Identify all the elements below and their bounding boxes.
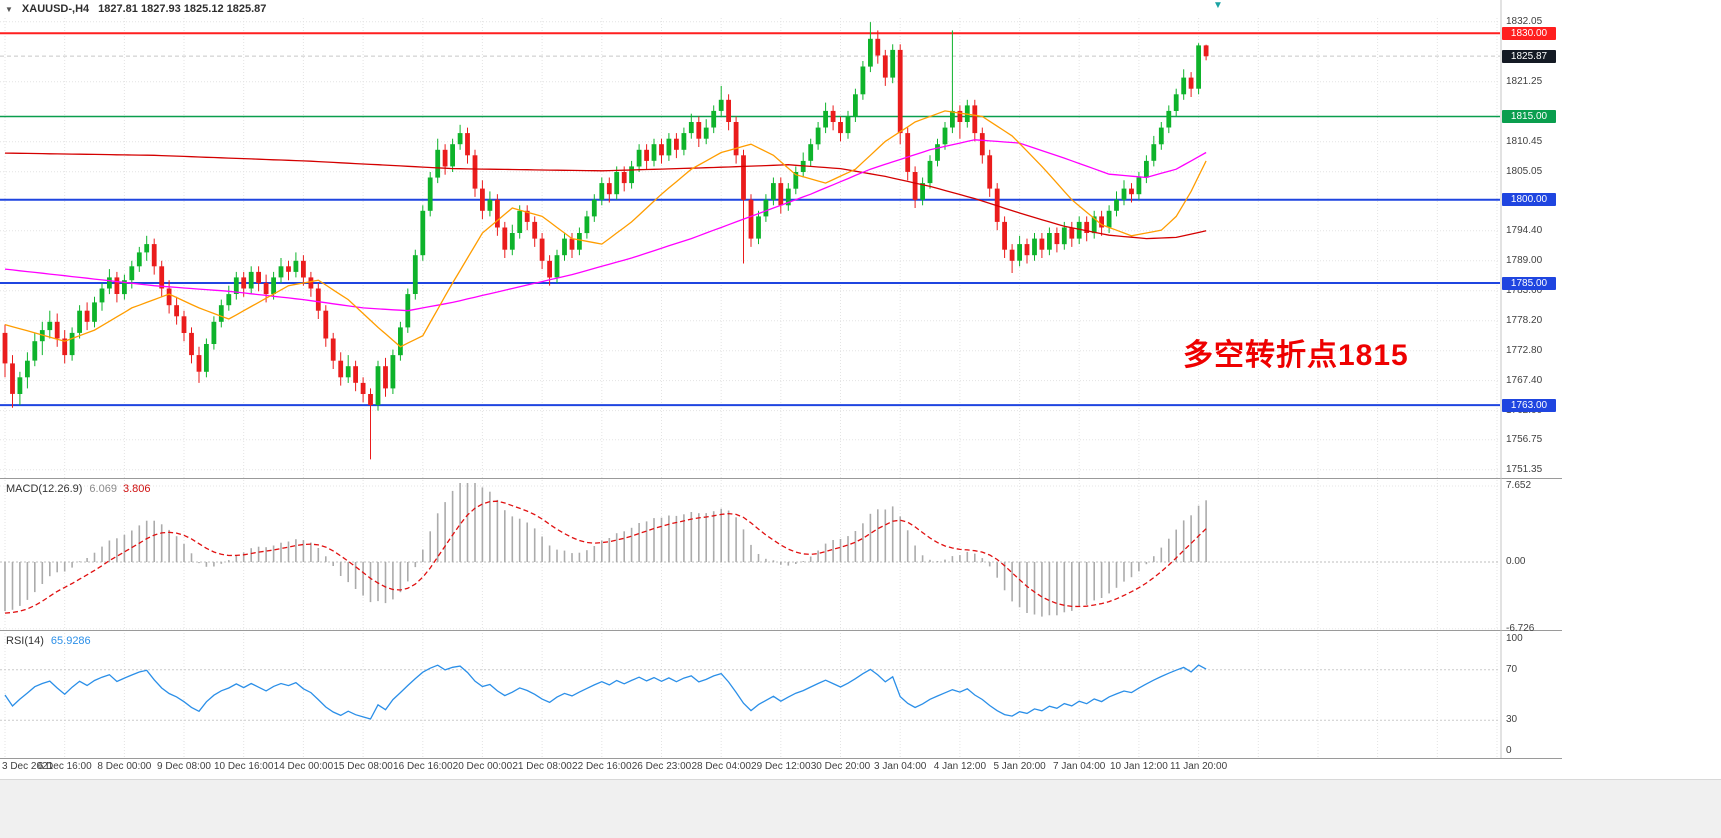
bottom-margin bbox=[0, 779, 1721, 838]
rsi-value: 65.9286 bbox=[50, 635, 91, 647]
candlestick-series bbox=[2, 22, 1209, 460]
ohlc-values: 1827.81 1827.93 1825.12 1825.87 bbox=[98, 3, 267, 15]
symbol-title: XAUUSD-,H4 bbox=[21, 3, 90, 15]
ma-long-red bbox=[4, 152, 1207, 240]
symbol-dropdown-icon[interactable]: ▼ bbox=[5, 4, 13, 14]
annotation-text[interactable]: 多空转折点1815 bbox=[1183, 339, 1409, 372]
macd-histogram bbox=[4, 483, 1207, 617]
symbol-info: ▼ XAUUSD-,H4 1827.81 1827.93 1825.12 182… bbox=[5, 3, 266, 15]
macd-signal-line bbox=[4, 500, 1207, 614]
scroll-marker-glyph: ▼ bbox=[1213, 0, 1223, 11]
macd-value-main: 6.069 bbox=[89, 483, 117, 495]
macd-value-signal: 3.806 bbox=[122, 483, 151, 495]
rsi-indicator-name: RSI(14) bbox=[6, 635, 44, 647]
macd-label: MACD(12.26.9) 6.069 3.806 bbox=[6, 483, 150, 495]
scroll-marker-icon[interactable]: ▼ bbox=[1213, 1, 1223, 11]
ma-mid-magenta bbox=[4, 139, 1207, 312]
rsi-line bbox=[4, 664, 1207, 720]
rsi-label: RSI(14) 65.9286 bbox=[6, 635, 91, 647]
ma-short-orange bbox=[4, 110, 1207, 348]
macd-indicator-name: MACD(12.26.9) bbox=[6, 483, 83, 495]
